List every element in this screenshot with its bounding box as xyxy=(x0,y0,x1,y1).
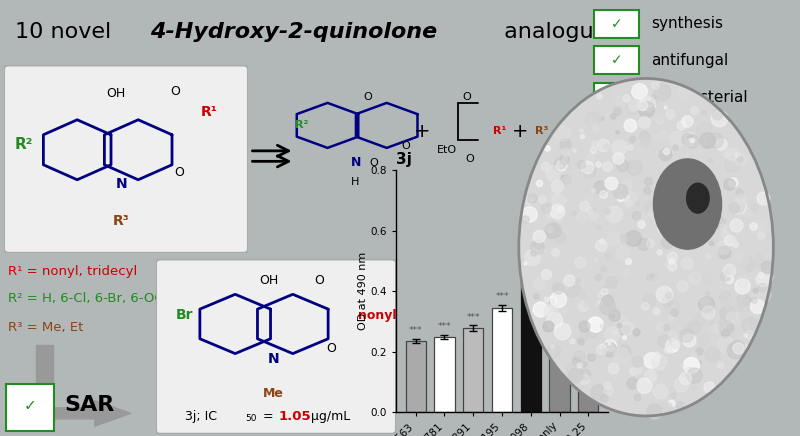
Text: N: N xyxy=(268,352,279,366)
Text: ✓: ✓ xyxy=(611,54,622,68)
FancyBboxPatch shape xyxy=(594,10,639,38)
Bar xyxy=(521,272,541,412)
Text: ✓: ✓ xyxy=(23,398,36,413)
FancyArrow shape xyxy=(44,401,130,426)
Text: ***: *** xyxy=(495,292,509,301)
Text: OH: OH xyxy=(106,87,126,100)
Text: ✓: ✓ xyxy=(611,90,622,104)
Text: R²: R² xyxy=(14,136,33,152)
Text: N: N xyxy=(351,157,362,170)
Text: 3j; IC: 3j; IC xyxy=(185,410,217,423)
Text: SAR: SAR xyxy=(65,395,115,416)
Text: O: O xyxy=(462,92,471,102)
Y-axis label: OD at 490 nm: OD at 490 nm xyxy=(358,252,368,330)
Text: O: O xyxy=(465,154,474,164)
Text: 50: 50 xyxy=(245,415,256,423)
Text: OH: OH xyxy=(259,274,278,287)
Text: Br: Br xyxy=(176,308,194,322)
Text: EtO: EtO xyxy=(437,145,457,155)
Text: ***: *** xyxy=(438,322,451,331)
Text: R¹ = nonyl, tridecyl: R¹ = nonyl, tridecyl xyxy=(7,265,137,278)
FancyBboxPatch shape xyxy=(4,65,248,253)
Text: synthesis: synthesis xyxy=(651,16,724,31)
Text: N: N xyxy=(115,177,127,191)
Text: ✓: ✓ xyxy=(611,17,622,31)
Text: O: O xyxy=(170,85,180,98)
FancyArrow shape xyxy=(36,344,53,413)
Text: µg/mL: µg/mL xyxy=(307,410,350,423)
Text: analogues: analogues xyxy=(497,22,618,41)
Text: O: O xyxy=(402,141,410,151)
Text: ***: *** xyxy=(466,313,480,322)
Text: O: O xyxy=(369,158,378,168)
Circle shape xyxy=(654,159,722,249)
Text: R³ = Me, Et: R³ = Me, Et xyxy=(7,321,83,334)
Bar xyxy=(463,328,483,412)
FancyBboxPatch shape xyxy=(594,46,639,75)
Bar xyxy=(578,384,598,412)
FancyBboxPatch shape xyxy=(156,259,396,434)
Text: O: O xyxy=(174,166,185,179)
Bar xyxy=(492,308,512,412)
Text: antibacterial: antibacterial xyxy=(651,89,748,105)
Text: ***: *** xyxy=(582,369,595,378)
Text: R¹: R¹ xyxy=(494,126,506,136)
Text: +: + xyxy=(414,122,430,140)
Text: R³: R³ xyxy=(534,126,548,136)
Text: R²: R² xyxy=(295,120,308,130)
Text: R² = H, 6-Cl, 6-Br, 6-OCH₃, 7-Cl, 7-NO₂: R² = H, 6-Cl, 6-Br, 6-OCH₃, 7-Cl, 7-NO₂ xyxy=(7,292,260,305)
Circle shape xyxy=(518,78,774,416)
Text: nonyl: nonyl xyxy=(358,309,396,322)
Text: Me: Me xyxy=(263,387,284,400)
Text: O: O xyxy=(326,342,336,355)
Text: R³: R³ xyxy=(113,214,130,228)
Text: +: + xyxy=(512,122,528,140)
Text: R¹: R¹ xyxy=(201,105,218,119)
Text: =: = xyxy=(259,410,278,423)
Text: 1.05: 1.05 xyxy=(278,410,311,423)
Text: ***: *** xyxy=(409,326,422,335)
Text: ***: *** xyxy=(524,255,538,264)
Bar xyxy=(434,337,454,412)
Text: 4-Hydroxy-2-quinolone: 4-Hydroxy-2-quinolone xyxy=(150,22,437,41)
FancyBboxPatch shape xyxy=(6,384,54,430)
Bar xyxy=(550,231,570,412)
Text: -X: -X xyxy=(562,126,573,136)
Bar xyxy=(406,341,426,412)
FancyBboxPatch shape xyxy=(594,83,639,111)
Text: ***: *** xyxy=(553,210,566,219)
Text: O: O xyxy=(363,92,372,102)
Circle shape xyxy=(686,183,709,213)
Text: 10 novel: 10 novel xyxy=(14,22,118,41)
Text: antifungal: antifungal xyxy=(651,53,729,68)
Text: H: H xyxy=(351,177,359,187)
Text: O: O xyxy=(314,274,324,287)
Text: 3j: 3j xyxy=(396,153,412,167)
